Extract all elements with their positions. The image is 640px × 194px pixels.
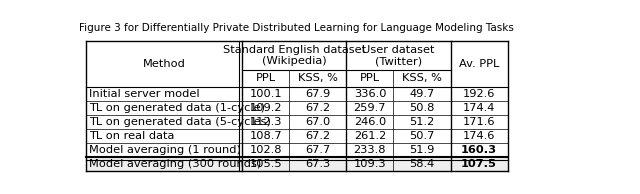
Text: 51.9: 51.9 bbox=[410, 145, 435, 155]
Text: 67.0: 67.0 bbox=[305, 117, 330, 127]
Text: 105.5: 105.5 bbox=[250, 159, 282, 169]
Text: 51.2: 51.2 bbox=[410, 117, 435, 127]
Text: 233.8: 233.8 bbox=[354, 145, 386, 155]
Text: Model averaging (1 round): Model averaging (1 round) bbox=[89, 145, 241, 155]
Text: TL on real data: TL on real data bbox=[89, 131, 174, 141]
Text: 49.7: 49.7 bbox=[410, 89, 435, 99]
Text: 50.8: 50.8 bbox=[410, 103, 435, 113]
Text: User dataset
(Twitter): User dataset (Twitter) bbox=[362, 45, 435, 66]
Text: 109.2: 109.2 bbox=[250, 103, 282, 113]
Text: 67.7: 67.7 bbox=[305, 145, 330, 155]
Text: Figure 3 for Differentially Private Distributed Learning for Language Modeling T: Figure 3 for Differentially Private Dist… bbox=[79, 23, 514, 33]
Text: 174.4: 174.4 bbox=[463, 103, 495, 113]
Bar bbox=[86, 157, 508, 171]
Text: PPL: PPL bbox=[256, 73, 276, 83]
Text: 171.6: 171.6 bbox=[463, 117, 495, 127]
Text: 246.0: 246.0 bbox=[354, 117, 386, 127]
Text: TL on generated data (5-cycles): TL on generated data (5-cycles) bbox=[89, 117, 271, 127]
Text: 160.3: 160.3 bbox=[461, 145, 497, 155]
Text: 50.7: 50.7 bbox=[410, 131, 435, 141]
Text: 100.1: 100.1 bbox=[250, 89, 282, 99]
Text: 259.7: 259.7 bbox=[354, 103, 386, 113]
Text: Initial server model: Initial server model bbox=[89, 89, 200, 99]
Text: 58.4: 58.4 bbox=[410, 159, 435, 169]
Text: Model averaging (300 rounds): Model averaging (300 rounds) bbox=[89, 159, 261, 169]
Text: 336.0: 336.0 bbox=[354, 89, 386, 99]
Text: 112.3: 112.3 bbox=[250, 117, 282, 127]
Text: Standard English dataset
(Wikipedia): Standard English dataset (Wikipedia) bbox=[223, 45, 366, 66]
Text: 67.3: 67.3 bbox=[305, 159, 330, 169]
Text: 174.6: 174.6 bbox=[463, 131, 495, 141]
Text: 107.5: 107.5 bbox=[461, 159, 497, 169]
Text: TL on generated data (1-cycle): TL on generated data (1-cycle) bbox=[89, 103, 265, 113]
Text: 67.9: 67.9 bbox=[305, 89, 330, 99]
Text: 261.2: 261.2 bbox=[354, 131, 386, 141]
Text: 67.2: 67.2 bbox=[305, 131, 330, 141]
Text: 108.7: 108.7 bbox=[250, 131, 282, 141]
Text: KSS, %: KSS, % bbox=[402, 73, 442, 83]
Text: 192.6: 192.6 bbox=[463, 89, 495, 99]
Text: 102.8: 102.8 bbox=[250, 145, 282, 155]
Text: 109.3: 109.3 bbox=[353, 159, 386, 169]
Text: Av. PPL: Av. PPL bbox=[459, 59, 499, 69]
Text: PPL: PPL bbox=[360, 73, 380, 83]
Text: KSS, %: KSS, % bbox=[298, 73, 338, 83]
Text: 67.2: 67.2 bbox=[305, 103, 330, 113]
Text: Method: Method bbox=[143, 59, 186, 69]
